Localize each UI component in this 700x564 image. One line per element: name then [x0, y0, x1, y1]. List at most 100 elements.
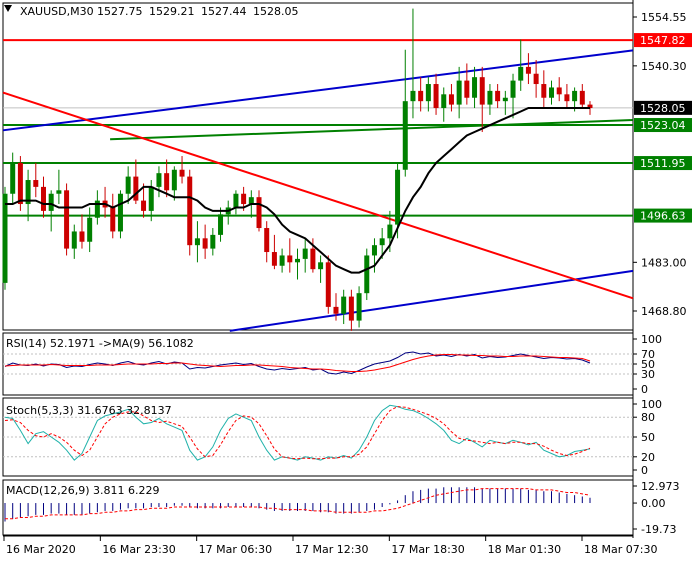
candle-body — [587, 104, 593, 109]
panel-frame — [2, 2, 634, 331]
time-tick-label: 18 Mar 01:30 — [488, 543, 561, 556]
candle-body — [472, 77, 478, 98]
time-tick-label: 17 Mar 18:30 — [391, 543, 464, 556]
candle-body — [202, 238, 208, 249]
candle — [371, 238, 377, 273]
candle-body — [256, 197, 262, 229]
candle-body — [333, 306, 339, 314]
candle-body — [71, 231, 77, 249]
price-label-box — [634, 100, 692, 115]
candle — [510, 73, 516, 119]
price-label-text: 1547.82 — [640, 34, 686, 47]
candle — [341, 289, 347, 325]
candle-body — [525, 66, 531, 74]
price-label-box — [634, 33, 692, 48]
candle-body — [25, 180, 31, 205]
candle — [156, 166, 162, 198]
osc-tick-label: 20 — [641, 451, 655, 464]
dropdown-triangle-icon[interactable] — [4, 5, 12, 12]
osc-tick-label: 50 — [641, 431, 655, 444]
candle — [79, 214, 85, 249]
candle — [110, 193, 116, 239]
candle-body — [179, 169, 185, 177]
trendline-channel-lower — [229, 269, 634, 332]
stoch-label: Stoch(5,3,3) 31.6763 32.8137 — [6, 404, 172, 417]
candle-body — [241, 193, 247, 205]
price-label-box — [634, 208, 692, 223]
candle — [171, 166, 177, 201]
header-high: 1529.21 — [149, 5, 195, 18]
candle-body — [148, 186, 154, 211]
candle-body — [164, 173, 170, 191]
candle-body — [40, 186, 46, 211]
osc-tick-label: 30 — [641, 368, 655, 381]
candle-body — [425, 84, 431, 102]
candle-body — [479, 77, 485, 105]
candle — [579, 84, 585, 109]
candle — [525, 53, 531, 85]
candle — [40, 176, 46, 218]
candle-body — [110, 207, 116, 232]
candle-body — [233, 193, 239, 208]
candle-body — [495, 90, 501, 102]
candle-body — [171, 169, 177, 191]
candle — [71, 224, 77, 259]
candle — [541, 70, 547, 109]
candle — [218, 207, 224, 242]
candle — [487, 84, 493, 115]
candle — [456, 66, 462, 119]
candle-body — [441, 94, 447, 109]
candle — [48, 190, 54, 232]
rsi-panel[interactable] — [3, 351, 633, 375]
stoch-panel[interactable] — [3, 404, 633, 461]
candle-body — [387, 224, 393, 239]
time-tick-label: 18 Mar 07:30 — [584, 543, 657, 556]
candle-body — [79, 231, 85, 242]
candle — [87, 207, 93, 253]
candle-body — [48, 193, 54, 211]
osc-tick-label: 0.00 — [641, 497, 666, 510]
candle-body — [348, 296, 354, 321]
macd-panel[interactable] — [4, 487, 591, 522]
candle-body — [541, 84, 547, 98]
candle — [141, 183, 147, 218]
price-panel[interactable] — [2, 8, 634, 332]
trendline-red-downtrend — [2, 91, 634, 300]
candle-body — [318, 262, 324, 270]
trendline-green-slope — [110, 119, 634, 141]
time-tick-label: 16 Mar 23:30 — [102, 543, 175, 556]
candle — [2, 186, 8, 290]
price-label-text: 1528.05 — [640, 102, 686, 115]
candle-body — [464, 80, 470, 98]
candle — [425, 77, 431, 112]
candle-body — [264, 228, 270, 253]
candle-body — [271, 252, 277, 266]
candle-body — [579, 90, 585, 105]
candle-body — [533, 73, 539, 85]
candle-body — [510, 80, 516, 98]
candle — [379, 228, 385, 259]
candle — [302, 238, 308, 273]
candle-body — [502, 97, 508, 102]
candle-body — [56, 190, 62, 194]
candle — [348, 289, 354, 331]
rsi-ma-line — [4, 354, 591, 372]
candle-body — [2, 193, 8, 283]
candle-body — [564, 94, 570, 102]
candle — [418, 77, 424, 112]
candle-body — [117, 193, 123, 232]
osc-tick-label: 80 — [641, 411, 655, 424]
candle-body — [248, 197, 254, 205]
price-label-text: 1511.95 — [640, 157, 686, 170]
candle — [518, 39, 524, 91]
candle-body — [33, 180, 39, 187]
panel-frame — [2, 479, 634, 536]
candles — [2, 8, 593, 331]
candle-body — [287, 255, 293, 263]
candle — [17, 156, 23, 211]
candle-body — [295, 258, 300, 263]
candle — [187, 169, 193, 256]
candle — [25, 169, 31, 222]
